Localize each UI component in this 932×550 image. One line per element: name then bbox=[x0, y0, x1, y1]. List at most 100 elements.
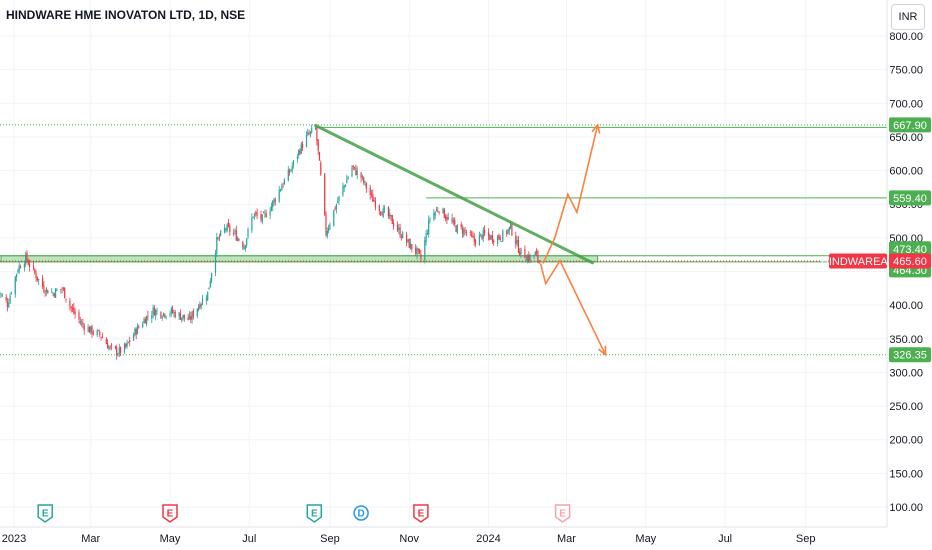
projection-up-path[interactable] bbox=[542, 124, 599, 264]
candle-body bbox=[528, 254, 530, 261]
candle-body bbox=[143, 319, 145, 324]
event-letter: D bbox=[357, 509, 364, 520]
candle-body bbox=[162, 312, 165, 316]
candle-body bbox=[452, 220, 454, 223]
candle-body bbox=[292, 160, 295, 166]
y-tick-label: 650.00 bbox=[889, 132, 923, 144]
candle-body bbox=[272, 200, 274, 208]
candle-body bbox=[335, 204, 337, 209]
trendline[interactable] bbox=[314, 123, 594, 265]
event-letter: E bbox=[42, 509, 49, 520]
candle-body bbox=[428, 219, 430, 235]
candle-body bbox=[463, 229, 465, 236]
earnings-marker[interactable]: E bbox=[162, 504, 178, 523]
candle-body bbox=[473, 236, 475, 242]
candle-body bbox=[71, 308, 74, 310]
current-price-tag[interactable] bbox=[889, 253, 931, 269]
candle-body bbox=[296, 156, 298, 159]
level-tag-label: 559.40 bbox=[893, 193, 927, 205]
candle-body bbox=[482, 229, 484, 239]
currency-button[interactable]: INR bbox=[891, 4, 925, 30]
candle-body bbox=[107, 343, 109, 349]
candle-body bbox=[411, 244, 413, 250]
candle-body bbox=[91, 325, 93, 335]
candle-body bbox=[83, 325, 85, 331]
candle-body bbox=[269, 211, 271, 216]
candle-body bbox=[146, 316, 148, 325]
candle-body bbox=[409, 242, 412, 249]
candle-body bbox=[152, 307, 154, 314]
candle-body bbox=[172, 309, 174, 313]
candle-body bbox=[481, 234, 483, 240]
candle-body bbox=[420, 254, 422, 260]
candle-body bbox=[237, 238, 239, 241]
candle-body bbox=[529, 255, 531, 262]
candle-body bbox=[252, 216, 254, 218]
candle-body bbox=[14, 276, 16, 295]
candle-body bbox=[47, 290, 49, 294]
candle-body bbox=[53, 293, 55, 297]
candle-body bbox=[302, 144, 304, 148]
candle-body bbox=[396, 225, 399, 231]
candle-body bbox=[265, 213, 267, 218]
dividend-marker[interactable]: D bbox=[353, 505, 369, 521]
candle-body bbox=[337, 201, 339, 203]
y-tick-label: 100.00 bbox=[889, 502, 923, 514]
y-tick-label: 800.00 bbox=[889, 31, 923, 43]
candle-body bbox=[79, 321, 81, 323]
candle-body bbox=[65, 298, 67, 300]
candle-body bbox=[5, 296, 7, 301]
candle-body bbox=[507, 229, 509, 234]
candle-body bbox=[538, 260, 540, 262]
candle-body bbox=[464, 230, 466, 232]
candle-body bbox=[328, 227, 330, 231]
candle-body bbox=[360, 172, 362, 178]
candle-body bbox=[274, 199, 276, 202]
candle-body bbox=[229, 225, 231, 233]
candle-body bbox=[435, 209, 438, 212]
candle-body bbox=[318, 152, 321, 161]
candle-body bbox=[96, 330, 98, 336]
level-tag[interactable] bbox=[889, 347, 931, 363]
candle-body bbox=[216, 236, 218, 254]
level-tag[interactable] bbox=[889, 190, 931, 206]
candle-body bbox=[105, 338, 107, 345]
candle-body bbox=[135, 328, 137, 335]
candle-body bbox=[465, 232, 467, 233]
level-tag[interactable] bbox=[889, 117, 931, 133]
x-tick-label: May bbox=[160, 533, 181, 545]
candle-body bbox=[520, 247, 522, 254]
candle-body bbox=[455, 226, 457, 232]
level-tag[interactable] bbox=[889, 241, 931, 257]
candle-body bbox=[333, 210, 335, 226]
candle-body bbox=[44, 293, 46, 295]
level-tag-label: 667.90 bbox=[893, 120, 927, 132]
earnings-marker[interactable]: E bbox=[554, 504, 571, 523]
symbol-tag[interactable] bbox=[829, 253, 887, 269]
candle-body bbox=[64, 287, 66, 299]
candle-body bbox=[378, 205, 380, 211]
candle-body bbox=[251, 217, 253, 231]
y-tick-label: 300.00 bbox=[889, 367, 923, 379]
time-axis[interactable]: 2023 Mar May Jul Sep Nov 2024 Mar May Jul Sep bbox=[2, 533, 816, 545]
earnings-marker[interactable]: E bbox=[37, 504, 53, 523]
candle-body bbox=[402, 232, 404, 239]
candle-body bbox=[502, 230, 504, 242]
earnings-marker[interactable]: E bbox=[413, 504, 429, 523]
candle-body bbox=[309, 131, 311, 134]
symbol-tag-label: HINDWAREAP bbox=[821, 256, 895, 268]
projection-down-path[interactable] bbox=[539, 259, 607, 356]
candle-body bbox=[97, 330, 100, 332]
earnings-marker[interactable]: E bbox=[306, 504, 323, 523]
candle-body bbox=[35, 273, 37, 279]
candle-body bbox=[442, 208, 444, 213]
candle-body bbox=[142, 324, 144, 328]
y-tick-label: 600.00 bbox=[889, 166, 923, 178]
candle-body bbox=[315, 127, 317, 130]
candle-body bbox=[508, 226, 510, 231]
candle-body bbox=[446, 217, 448, 221]
candle-body bbox=[165, 316, 167, 318]
candle-body bbox=[187, 317, 189, 321]
candle-body bbox=[320, 162, 322, 175]
